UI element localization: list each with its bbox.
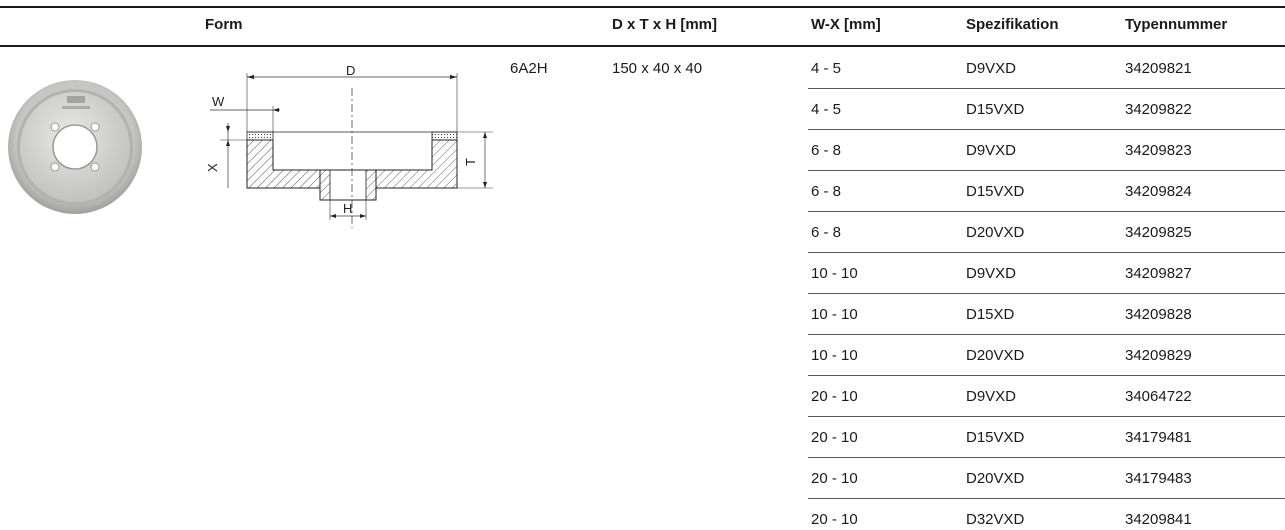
dimensions-value: 150 x 40 x 40 (612, 60, 703, 77)
cell-typennummer: 34209824 (1125, 183, 1192, 200)
header-form: Form (205, 16, 243, 33)
cell-spezifikation: D20VXD (966, 347, 1025, 364)
cell-spezifikation: D9VXD (966, 142, 1017, 159)
cell-spezifikation: D9VXD (966, 388, 1017, 405)
cell-wx: 10 - 10 (811, 265, 858, 282)
cell-wx: 10 - 10 (811, 347, 858, 364)
label-d: D (346, 63, 355, 78)
cell-typennummer: 34179481 (1125, 429, 1192, 446)
label-t: T (463, 158, 478, 166)
form-code: 6A2H (510, 60, 548, 77)
row-divider (808, 252, 1285, 253)
cell-typennummer: 34209823 (1125, 142, 1192, 159)
cell-spezifikation: D9VXD (966, 265, 1017, 282)
cell-wx: 4 - 5 (811, 60, 842, 77)
cell-wx: 6 - 8 (811, 142, 842, 159)
header-typennummer: Typennummer (1125, 16, 1228, 33)
cell-typennummer: 34209829 (1125, 347, 1192, 364)
row-divider (808, 416, 1285, 417)
row-divider (808, 170, 1285, 171)
cell-typennummer: 34209821 (1125, 60, 1192, 77)
row-divider (808, 498, 1285, 499)
header-spezifikation: Spezifikation (966, 16, 1059, 33)
header-dimensions: D x T x H [mm] (612, 16, 718, 33)
cell-spezifikation: D15VXD (966, 429, 1025, 446)
table-top-rule (0, 6, 1285, 8)
cell-spezifikation: D32VXD (966, 511, 1025, 528)
label-h: H (343, 201, 352, 216)
cell-typennummer: 34064722 (1125, 388, 1192, 405)
cell-spezifikation: D20VXD (966, 224, 1025, 241)
row-divider (808, 129, 1285, 130)
cell-typennummer: 34209825 (1125, 224, 1192, 241)
cell-typennummer: 34209841 (1125, 511, 1192, 528)
cell-typennummer: 34179483 (1125, 470, 1192, 487)
cell-wx: 20 - 10 (811, 470, 858, 487)
cell-wx: 4 - 5 (811, 101, 842, 118)
row-divider (808, 334, 1285, 335)
cell-spezifikation: D20VXD (966, 470, 1025, 487)
grinding-wheel-photo (8, 80, 142, 214)
row-divider (808, 88, 1285, 89)
cell-typennummer: 34209828 (1125, 306, 1192, 323)
table-header-rule (0, 45, 1285, 47)
header-wx: W-X [mm] (811, 16, 881, 33)
cell-spezifikation: D15VXD (966, 183, 1025, 200)
technical-drawing: D W X T H (205, 63, 493, 228)
cell-wx: 10 - 10 (811, 306, 858, 323)
cell-wx: 20 - 10 (811, 511, 858, 528)
label-x: X (205, 163, 220, 172)
row-divider (808, 293, 1285, 294)
cell-wx: 6 - 8 (811, 224, 842, 241)
cell-spezifikation: D9VXD (966, 60, 1017, 77)
row-divider (808, 457, 1285, 458)
cell-typennummer: 34209827 (1125, 265, 1192, 282)
row-divider (808, 375, 1285, 376)
cell-wx: 6 - 8 (811, 183, 842, 200)
label-w: W (212, 94, 225, 109)
cell-spezifikation: D15XD (966, 306, 1015, 323)
cell-wx: 20 - 10 (811, 429, 858, 446)
cell-typennummer: 34209822 (1125, 101, 1192, 118)
row-divider (808, 211, 1285, 212)
cell-wx: 20 - 10 (811, 388, 858, 405)
cell-spezifikation: D15VXD (966, 101, 1025, 118)
